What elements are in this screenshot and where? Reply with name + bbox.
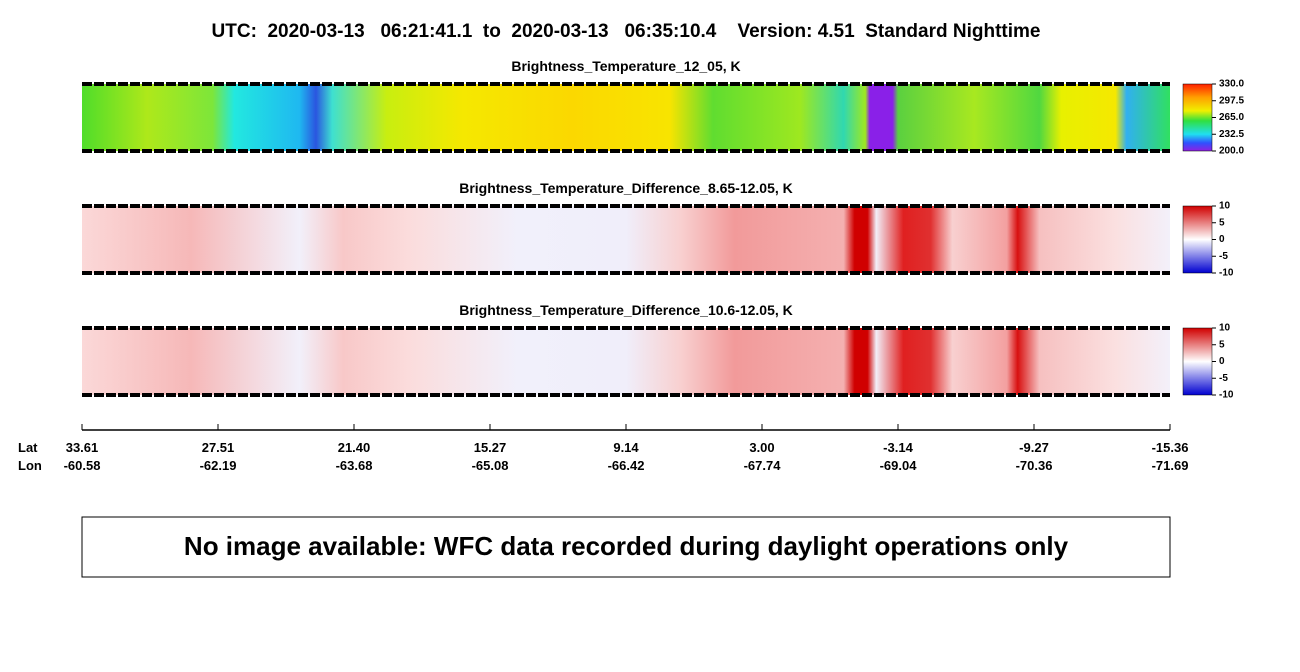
colorbar	[1182, 327, 1213, 396]
lat-label: -9.27	[1019, 440, 1049, 455]
colorbar-label: 330.0	[1219, 79, 1244, 90]
lat-label: 33.61	[66, 440, 99, 455]
colorbar-label: 10	[1219, 323, 1231, 334]
colorbar-label: -5	[1219, 373, 1228, 384]
colorbar	[1182, 83, 1213, 152]
panel-title: Brightness_Temperature_Difference_8.65-1…	[459, 180, 793, 196]
colorbar-label: 5	[1219, 339, 1225, 350]
lat-label: -3.14	[883, 440, 913, 455]
colorbar-label: -5	[1219, 251, 1228, 262]
lon-label: -66.42	[608, 458, 645, 473]
lat-label: 15.27	[474, 440, 507, 455]
lon-label: -69.04	[880, 458, 918, 473]
panel-title: Brightness_Temperature_Difference_10.6-1…	[459, 302, 793, 318]
lon-label: -63.68	[336, 458, 373, 473]
colorbar-label: 0	[1219, 234, 1225, 245]
panel-title: Brightness_Temperature_12_05, K	[511, 58, 740, 74]
colorbar-label: 10	[1219, 201, 1231, 212]
lat-label: 3.00	[749, 440, 774, 455]
colorbar	[1182, 205, 1213, 274]
colorbar-label: 0	[1219, 356, 1225, 367]
lat-label: 21.40	[338, 440, 371, 455]
colorbar-label: 265.0	[1219, 112, 1244, 123]
lat-label: -15.36	[1152, 440, 1189, 455]
lon-label: -71.69	[1152, 458, 1189, 473]
lon-label: -65.08	[472, 458, 509, 473]
lon-label: -67.74	[744, 458, 782, 473]
colorbar-label: 200.0	[1219, 146, 1244, 157]
lat-title: Lat	[18, 440, 38, 455]
colorbar-label: 297.5	[1219, 95, 1244, 106]
message-box	[81, 516, 1171, 578]
image-strip	[82, 206, 1170, 273]
image-strip	[82, 84, 1170, 151]
lon-label: -60.58	[64, 458, 101, 473]
colorbar-label: -10	[1219, 268, 1234, 279]
lon-label: -62.19	[200, 458, 237, 473]
message: No image available: WFC data recorded du…	[184, 531, 1069, 561]
colorbar-label: -10	[1219, 390, 1234, 401]
title: UTC: 2020-03-13 06:21:41.1 to 2020-03-13…	[212, 21, 1041, 42]
lat-label: 27.51	[202, 440, 235, 455]
lon-label: -70.36	[1016, 458, 1053, 473]
lat-label: 9.14	[613, 440, 639, 455]
lon-title: Lon	[18, 458, 42, 473]
colorbar-label: 232.5	[1219, 129, 1244, 140]
colorbar-label: 5	[1219, 217, 1225, 228]
image-strip	[82, 328, 1170, 395]
